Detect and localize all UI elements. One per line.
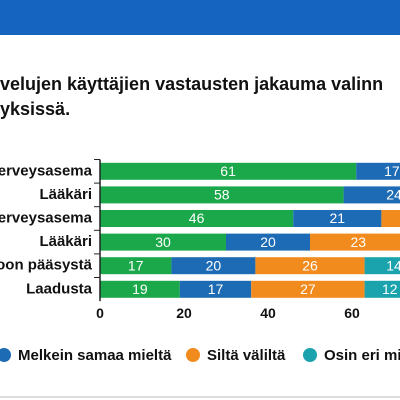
x-tick-label: 40 xyxy=(260,305,276,321)
bar-segment xyxy=(255,257,365,275)
x-tick-label: 20 xyxy=(176,305,192,321)
bar-segment xyxy=(171,257,256,275)
chart-title: velujen käyttäjien vastausten jakauma va… xyxy=(0,74,383,94)
legend-marker xyxy=(186,348,200,362)
bar-segment xyxy=(100,280,180,298)
header-bar xyxy=(0,0,400,35)
y-tick-label: erveysasema xyxy=(0,162,93,179)
data-label: 24 xyxy=(386,187,400,203)
bar-segment xyxy=(251,280,365,298)
data-label: 19 xyxy=(132,281,148,297)
bar-segment xyxy=(364,280,400,298)
legend-marker xyxy=(303,348,317,362)
bar-segment xyxy=(100,233,226,251)
data-label: 30 xyxy=(155,234,171,250)
bar-segment xyxy=(100,257,172,275)
bar-segment xyxy=(100,162,357,180)
data-label: 14 xyxy=(386,257,400,273)
bar-segment xyxy=(310,233,400,251)
data-label: 58 xyxy=(214,187,230,203)
chart-title: yksissä. xyxy=(0,99,70,119)
bar-segment xyxy=(226,233,310,251)
bar-segment xyxy=(100,186,344,204)
data-label: 17 xyxy=(384,163,400,179)
y-tick-label: Lääkäri xyxy=(39,233,92,250)
data-label: 17 xyxy=(128,257,144,273)
bar-segment xyxy=(364,257,400,275)
data-label: 61 xyxy=(220,163,236,179)
bar-segment xyxy=(343,186,400,204)
y-tick-label: Lääkäri xyxy=(39,186,92,203)
data-label: 21 xyxy=(330,210,346,226)
legend-label: Siltä väliltä xyxy=(207,347,286,364)
y-tick-label: Laadusta xyxy=(26,280,93,297)
data-label: 23 xyxy=(351,234,367,250)
data-label: 20 xyxy=(206,257,222,273)
y-tick-label: erveysasema xyxy=(0,209,93,226)
data-label: 27 xyxy=(300,281,316,297)
legend-label: Osin eri mi xyxy=(324,347,400,364)
data-label: 17 xyxy=(208,281,224,297)
data-label: 26 xyxy=(302,257,318,273)
x-tick-label: 0 xyxy=(96,305,104,321)
x-tick-label: 60 xyxy=(344,305,360,321)
legend-label: Melkein samaa mieltä xyxy=(18,347,172,364)
data-label: 46 xyxy=(189,210,205,226)
data-label: 20 xyxy=(260,234,276,250)
legend-marker xyxy=(0,348,11,362)
y-tick-label: oon pääsystä xyxy=(0,257,93,274)
bar-segment xyxy=(381,210,400,227)
data-label: 12 xyxy=(382,281,398,297)
bar-segment xyxy=(356,162,400,180)
bar-segment xyxy=(100,210,294,227)
bar-segment xyxy=(293,210,382,227)
bar-segment xyxy=(179,280,252,298)
